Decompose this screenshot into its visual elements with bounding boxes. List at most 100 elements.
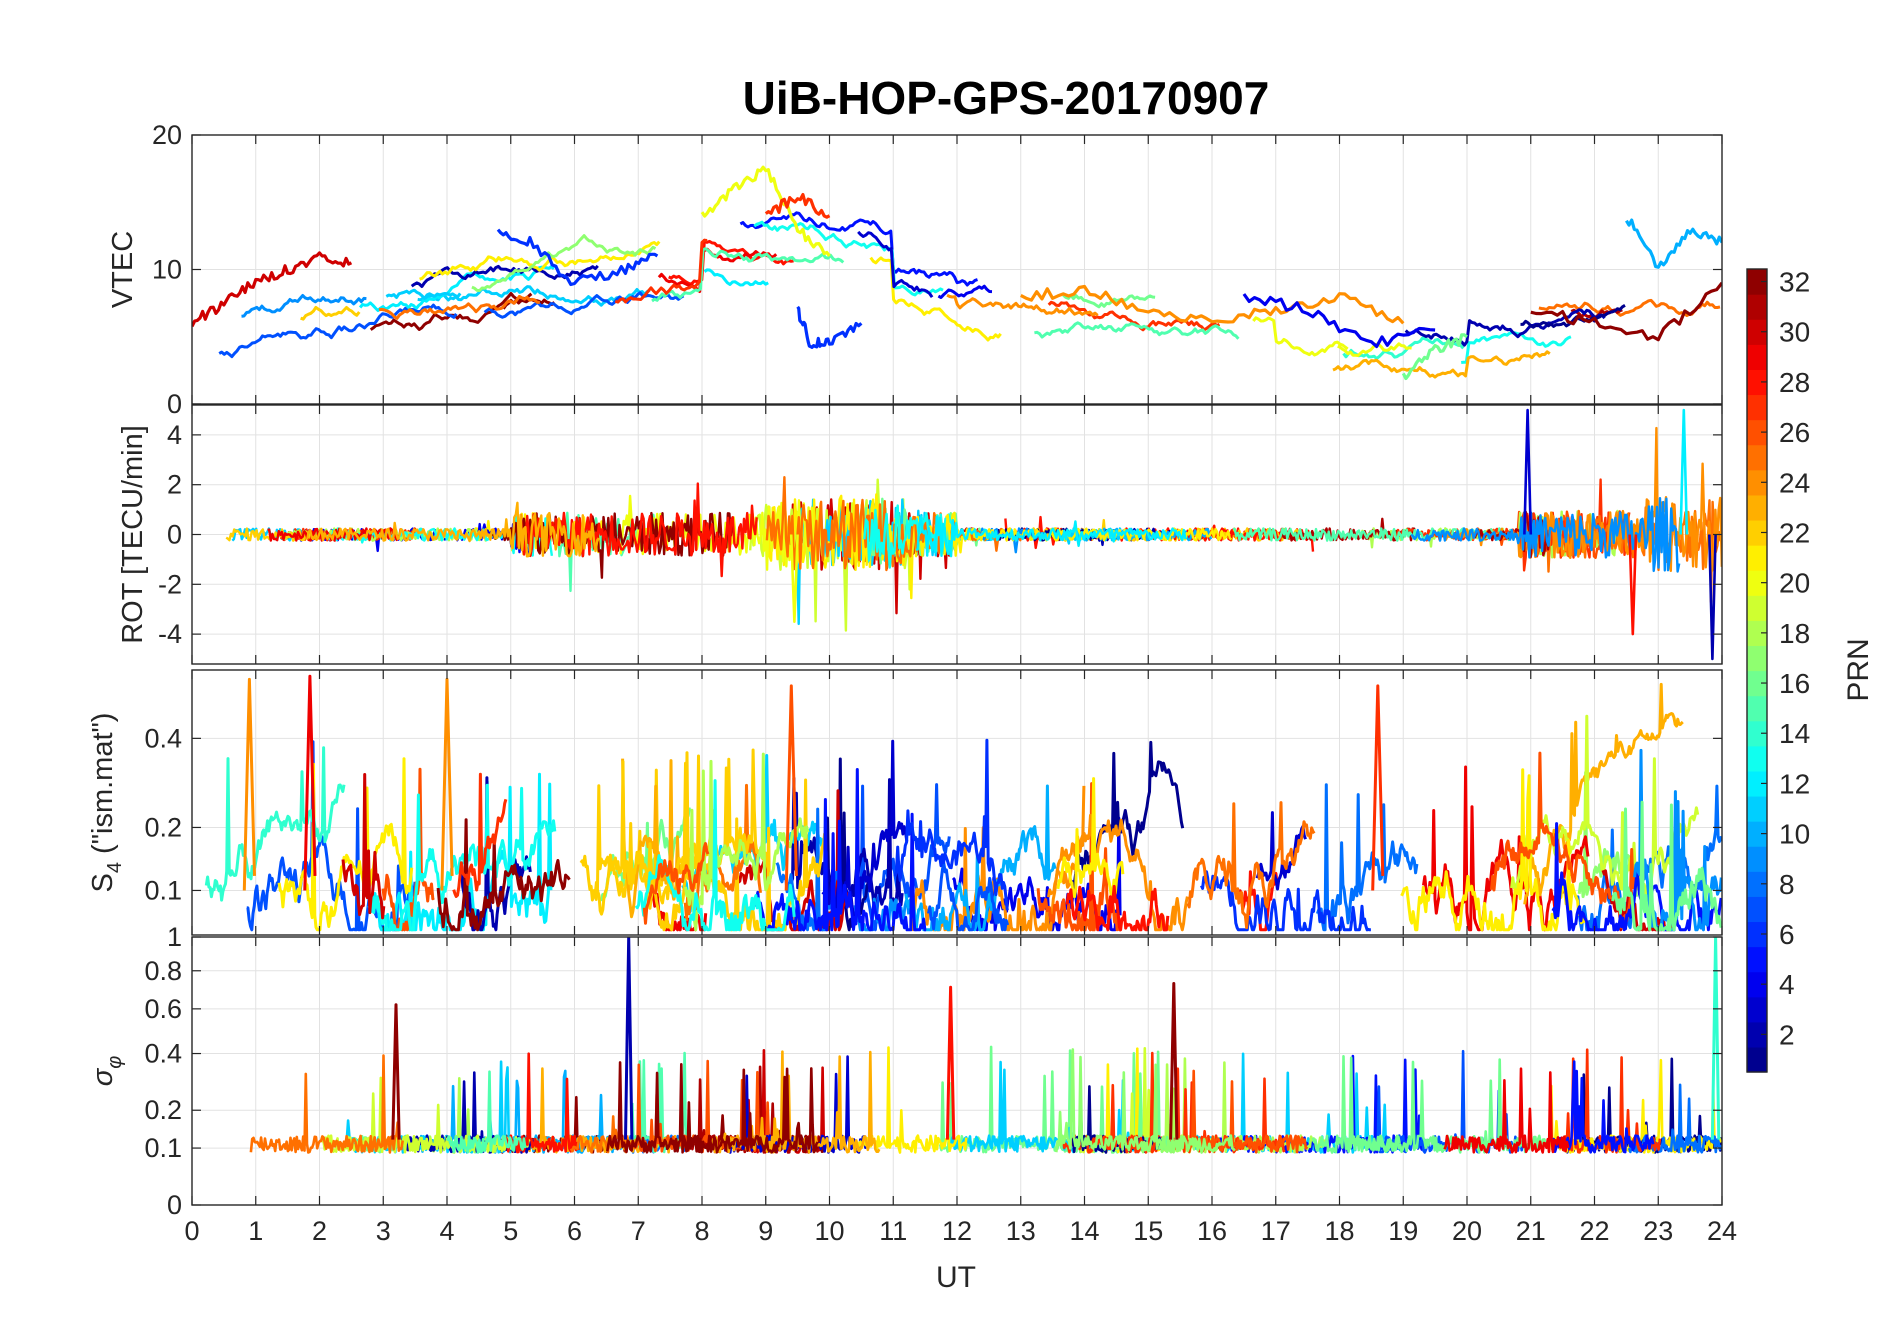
y-tick-label: 0.2 [144, 812, 182, 842]
vtec-pass-prn-17 [471, 234, 657, 292]
panel-S4: 0.1 0.2 0.4 S4 ("ism.mat") [87, 669, 1723, 936]
traces [192, 165, 1722, 381]
y-tick-label: 2 [167, 470, 182, 500]
colorbar-tick-label: 28 [1779, 367, 1810, 398]
s4-pass-prn-25 [1186, 801, 1316, 930]
x-tick-label: 24 [1707, 1216, 1737, 1246]
sigma-pass-prn-15 [446, 1070, 527, 1154]
s4-pass-prn-26 [642, 842, 710, 925]
colorbar-level-29 [1747, 344, 1767, 370]
s4-pass-prn-1 [1069, 740, 1185, 890]
traces [204, 674, 1722, 932]
vtec-pass-prn-21 [419, 240, 661, 281]
s4-pass-prn-30 [341, 773, 386, 920]
vtec-pass-prn-20 [1252, 316, 1349, 357]
x-tick-label: 15 [1133, 1216, 1163, 1246]
vtec-pass-prn-4 [937, 284, 993, 299]
x-tick-label: 1 [248, 1216, 263, 1246]
y-axis-label-rest: ("ism.mat") [87, 713, 119, 862]
s4-peak-prn-27 [1371, 684, 1385, 891]
s4-pass-prn-23 [621, 758, 683, 919]
vtec-pass-prn-16 [1062, 293, 1156, 309]
vtec-pass-prn-7 [483, 291, 685, 319]
colorbar-tick-label: 6 [1779, 919, 1795, 950]
sigma-pass-prn-32 [606, 1061, 819, 1154]
colorbar-tick-label: 2 [1779, 1019, 1795, 1050]
y-tick-label: -2 [158, 569, 182, 599]
vtec-pass-prn-7 [218, 303, 458, 359]
y-tick-label: 0 [167, 1190, 182, 1220]
vtec-series-prn-30 [192, 251, 353, 328]
y-tick-label: 4 [167, 420, 182, 450]
x-tick-label: 19 [1388, 1216, 1418, 1246]
x-tick-label: 7 [631, 1216, 646, 1246]
colorbar-tick-label: 8 [1779, 869, 1795, 900]
sigma-pass-prn-16 [1311, 1055, 1401, 1154]
x-tick-label: 21 [1516, 1216, 1546, 1246]
x-tick-label: 6 [567, 1216, 582, 1246]
s4-pass-prn-26 [1036, 782, 1122, 932]
colorbar-level-3 [1747, 996, 1767, 1023]
y-tick-label: 0 [167, 389, 182, 419]
sigma-peak-prn-28 [945, 985, 956, 1140]
vtec-series-prn-16 [1401, 333, 1468, 381]
sigma-peak-prn-32 [1169, 982, 1179, 1140]
sigma-pass-prn-28 [504, 1052, 580, 1154]
colorbar-level-27 [1747, 394, 1767, 421]
x-tick-label: 0 [184, 1216, 199, 1246]
rot-peak-prn-3 [1523, 408, 1533, 535]
x-tick-label: 23 [1643, 1216, 1673, 1246]
colorbar-level-7 [1747, 896, 1767, 923]
panel-VTEC: 0 10 20 VTEC [107, 120, 1723, 419]
s4-pass-prn-26 [381, 767, 435, 932]
colorbar-tick-label: 10 [1779, 819, 1810, 850]
rot-pass-prn-23 [305, 501, 600, 558]
y-tick-label: 1 [167, 922, 182, 952]
colorbar-tick-label: 4 [1779, 969, 1795, 1000]
vtec-pass-prn-15 [651, 247, 845, 303]
colorbar-tick-label: 18 [1779, 618, 1810, 649]
rot-peak-prn-20 [789, 534, 799, 623]
s4-pass-prn-7 [927, 861, 1010, 932]
vtec-pass-prn-22 [300, 305, 361, 321]
vtec-series-prn-27 [764, 193, 831, 219]
colorbar-tick-label: 16 [1779, 668, 1810, 699]
colorbar-label: PRN [1842, 638, 1875, 701]
y-tick-label: 0.4 [144, 1039, 182, 1069]
colorbar-level-28 [1747, 369, 1767, 396]
s4-pass-prn-21 [277, 757, 414, 932]
traces [249, 937, 1722, 1154]
vtec-pass-prn-27 [1047, 300, 1221, 332]
colorbar-level-22 [1747, 519, 1767, 546]
y-tick-label: 10 [152, 255, 182, 285]
y-axis-label: S4 ("ism.mat") [87, 713, 126, 893]
vtec-pass-prn-2 [1404, 308, 1606, 347]
x-axis-label: UT [936, 1261, 976, 1294]
colorbar-level-19 [1747, 595, 1767, 621]
vtec-pass-prn-29 [657, 246, 778, 293]
sigma-peak-prn-2 [624, 937, 634, 1140]
vtec-pass-prn-25 [378, 294, 540, 320]
s4-pass-prn-8 [1315, 783, 1419, 932]
sigma-pass-prn-29 [1443, 1067, 1570, 1154]
colorbar-level-8 [1747, 871, 1767, 897]
x-tick-label: 22 [1579, 1216, 1609, 1246]
s4-pass-prn-3 [821, 739, 909, 925]
s4-pass-prn-16 [1611, 800, 1722, 932]
y-tick-label: 0 [167, 520, 182, 550]
rot-peak-prn-12 [1679, 408, 1689, 535]
y-axis-label-main: S [87, 873, 119, 892]
colorbar-tick-label: 14 [1779, 718, 1810, 749]
vtec-pass-prn-23 [1332, 350, 1551, 379]
x-tick-label: 16 [1197, 1216, 1227, 1246]
x-tick-label: 5 [503, 1216, 518, 1246]
s4-peak-prn-26 [784, 684, 798, 891]
rot-peak-prn-28 [1628, 534, 1638, 636]
colorbar-level-20 [1747, 570, 1767, 596]
vtec-pass-prn-1 [1520, 304, 1626, 329]
colorbar-level-23 [1747, 494, 1767, 521]
sigma-pass-prn-5 [1551, 1060, 1655, 1154]
colorbar-level-21 [1747, 545, 1767, 571]
sigma-pass-prn-25 [249, 1054, 404, 1154]
